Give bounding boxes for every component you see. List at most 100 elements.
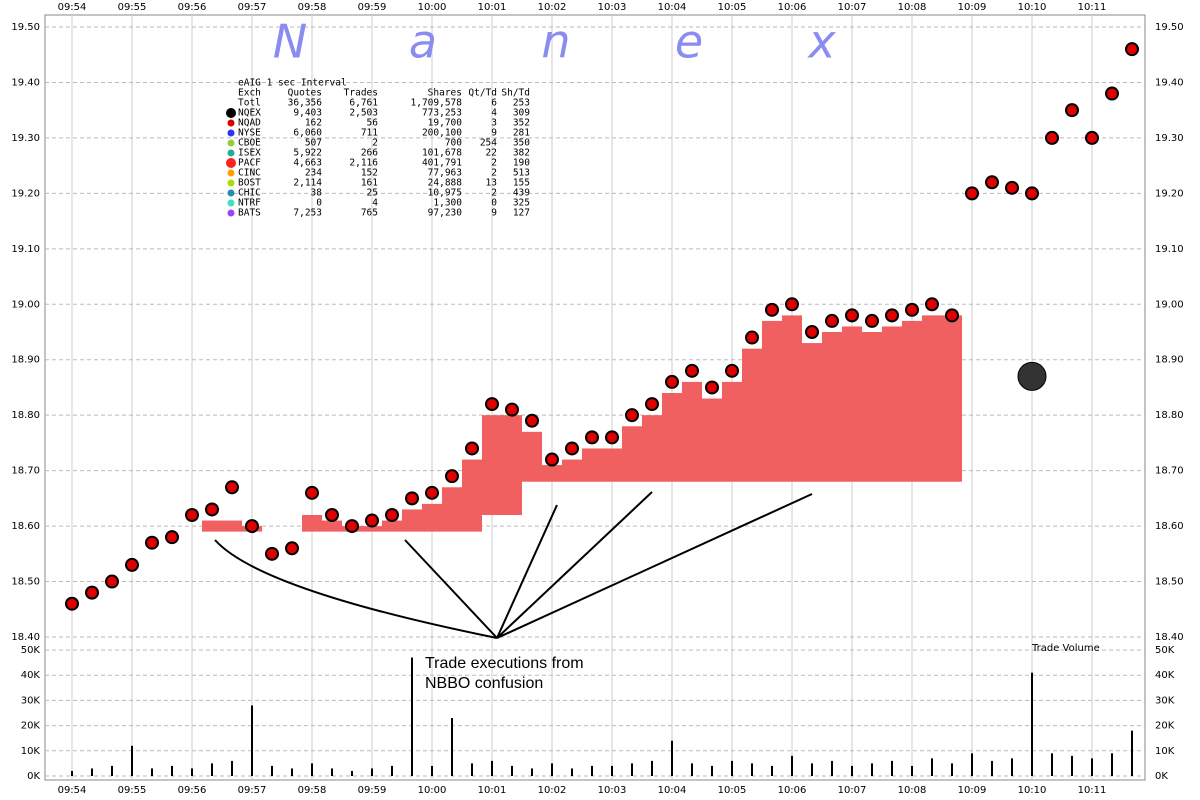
- legend-cell: 4: [491, 108, 497, 119]
- x-tick-label: 10:01: [478, 785, 507, 796]
- legend-cell: PACF: [238, 158, 261, 169]
- price-point: [1017, 361, 1047, 391]
- y2-tick-label: 50K: [1155, 645, 1175, 656]
- y-tick-label: 19.20: [11, 188, 40, 199]
- watermark: x: [806, 15, 836, 69]
- area-segment: [362, 526, 382, 532]
- legend-marker: [227, 179, 235, 187]
- volume-bar: [151, 768, 153, 776]
- area-segment: [222, 520, 242, 532]
- area-segment: [842, 326, 862, 482]
- y2-tick-label: 10K: [1155, 746, 1175, 757]
- y2-tick-label: 40K: [1155, 670, 1175, 681]
- legend-cell: 6,761: [349, 98, 378, 109]
- price-point: [525, 413, 539, 428]
- volume-bar: [771, 765, 773, 776]
- legend-cell: 281: [513, 128, 530, 139]
- area-segment: [562, 459, 582, 482]
- legend-cell: CHIC: [238, 188, 261, 199]
- legend-cell: 97,230: [428, 208, 463, 219]
- volume-bar: [751, 763, 753, 776]
- watermark: e: [675, 15, 703, 69]
- area-segment: [862, 332, 882, 482]
- legend-cell: 10,975: [428, 188, 462, 199]
- pointer: [404, 539, 498, 639]
- legend-cell: 38: [311, 188, 323, 199]
- legend-cell: 9,403: [293, 108, 322, 119]
- x-tick-label: 10:04: [658, 2, 687, 13]
- legend-marker: [227, 129, 235, 137]
- x-tick-label: 09:58: [298, 785, 327, 796]
- price-point: [245, 519, 259, 534]
- volume-bar: [1031, 672, 1033, 776]
- price-point: [605, 430, 619, 445]
- annotation: Trade executions from NBBO confusion: [425, 655, 584, 692]
- area-segment: [542, 465, 562, 482]
- area-segment: [622, 426, 642, 482]
- area-segment: [702, 398, 722, 482]
- area-segment: [422, 503, 442, 532]
- y-tick-label: 19.00: [1155, 299, 1184, 310]
- volume-bar: [451, 718, 453, 776]
- x-tick-label: 10:00: [418, 2, 447, 13]
- legend-cell: 152: [361, 168, 378, 179]
- y-tick-label: 19.10: [1155, 244, 1184, 255]
- price-point: [185, 508, 199, 522]
- price-point: [265, 546, 279, 561]
- x-tick-label: 10:02: [538, 785, 567, 796]
- area-segment: [442, 487, 462, 532]
- legend-cell: 439: [513, 188, 530, 199]
- x-tick-label: 10:03: [598, 785, 627, 796]
- legend-cell: 6: [491, 98, 497, 109]
- area-segment: [822, 332, 842, 482]
- y2-tick-label: 20K: [1155, 721, 1175, 732]
- legend-cell: 266: [361, 148, 378, 159]
- volume-bar: [571, 768, 573, 776]
- volume-bar: [791, 755, 793, 776]
- volume-bar: [1091, 758, 1093, 776]
- legend-cell: 711: [361, 128, 378, 139]
- legend-cell: 382: [513, 148, 530, 159]
- price-point: [805, 325, 819, 339]
- price-point: [865, 313, 879, 328]
- price-point: [365, 513, 379, 528]
- price-point: [1065, 103, 1079, 118]
- y-tick-label: 18.80: [11, 410, 40, 421]
- price-point: [565, 441, 579, 456]
- price-point: [1085, 130, 1099, 145]
- x-tick-label: 10:09: [958, 2, 987, 13]
- price-point: [745, 330, 759, 345]
- volume-bar: [1131, 730, 1133, 776]
- area-segment: [602, 448, 622, 482]
- x-tick-label: 09:56: [178, 785, 207, 796]
- volume-bar: [991, 760, 993, 776]
- price-point: [405, 491, 419, 506]
- price-point: [965, 186, 979, 201]
- area-segment: [462, 459, 482, 532]
- area-segment: [922, 315, 942, 482]
- volume-bar: [491, 760, 493, 776]
- price-point: [585, 430, 599, 445]
- legend-marker: [227, 149, 235, 157]
- legend-cell: 2,114: [293, 178, 322, 189]
- area-segment: [682, 381, 702, 482]
- area-segment: [482, 415, 502, 515]
- volume-bar: [631, 763, 633, 776]
- price-point: [485, 397, 499, 412]
- y-tick-label: 19.20: [1155, 188, 1184, 199]
- y2-tick-label: 0K: [1155, 771, 1168, 782]
- price-point: [1025, 186, 1039, 201]
- price-point: [665, 374, 679, 389]
- y-tick-label: 18.40: [11, 632, 40, 643]
- x-tick-label: 10:08: [898, 785, 927, 796]
- price-point: [85, 585, 99, 600]
- legend-cell: NQEX: [238, 108, 261, 119]
- y-tick-label: 19.40: [11, 77, 40, 88]
- volume-bar: [891, 760, 893, 776]
- volume-bar: [531, 768, 533, 776]
- y-tick-label: 19.50: [11, 22, 40, 33]
- volume-bar: [911, 765, 913, 776]
- volume-bar: [551, 763, 553, 776]
- volume-bar: [831, 760, 833, 776]
